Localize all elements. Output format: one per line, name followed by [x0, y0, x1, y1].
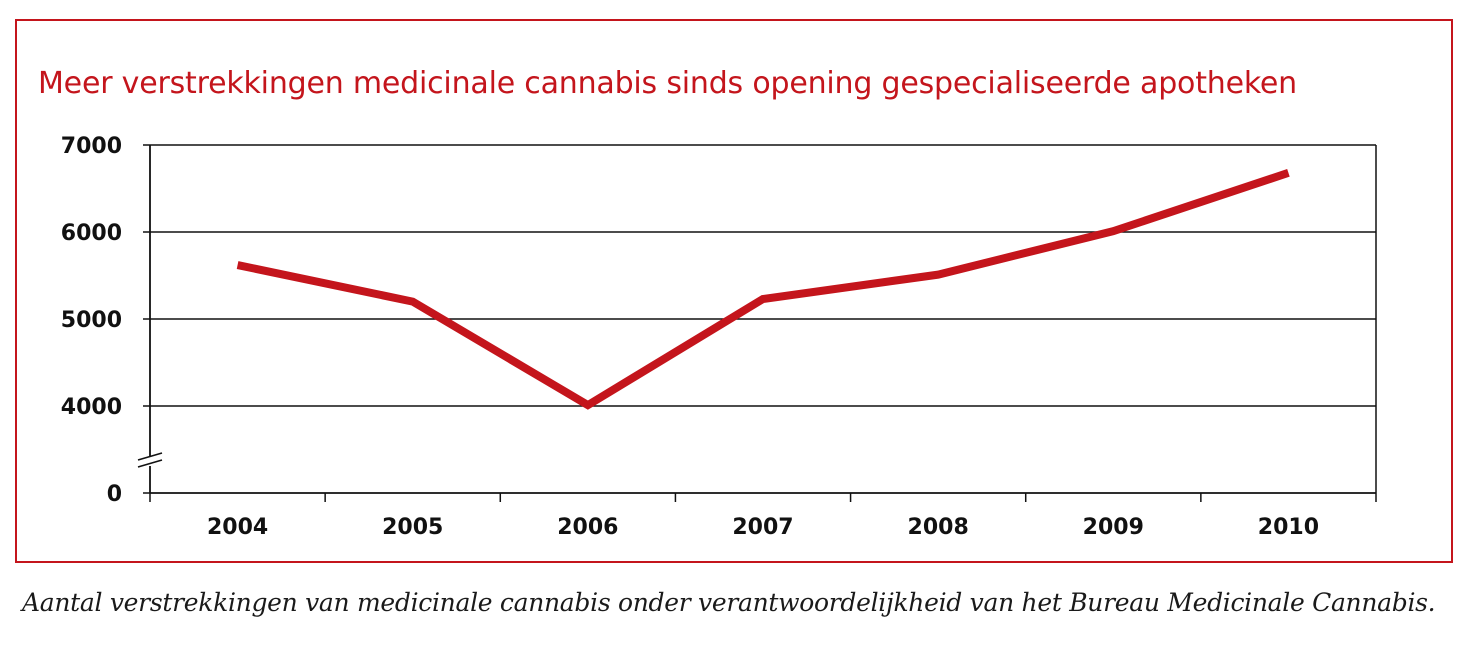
x-tick-label-2005: 2005: [382, 515, 443, 540]
x-tick-label-2007: 2007: [732, 515, 793, 540]
grid-layer: [150, 144, 1376, 407]
chart-caption: Aantal verstrekkingen van medicinale can…: [22, 588, 1436, 617]
x-tick-label-2008: 2008: [908, 515, 969, 540]
y-tick-label-0: 0: [107, 482, 122, 507]
y-tick-label-5000: 5000: [61, 308, 122, 333]
x-tick-label-2006: 2006: [557, 515, 618, 540]
series-line-0: [236, 169, 1290, 410]
x-tick-label-2010: 2010: [1258, 515, 1319, 540]
y-tick-label-6000: 6000: [61, 221, 122, 246]
chart-title: Meer verstrekkingen medicinale cannabis …: [38, 66, 1298, 101]
axis-break-mark-2: [137, 459, 163, 468]
axis-break-mark-1: [137, 452, 163, 461]
series-layer: [236, 169, 1290, 410]
label-layer: 0 4000 5000 6000 7000 2004 2005 2006 2007 2008 200…: [61, 134, 1319, 540]
y-tick-label-4000: 4000: [61, 395, 122, 420]
x-tick-label-2004: 2004: [207, 515, 268, 540]
axis-layer: [137, 144, 1377, 502]
axis-break-gap: [138, 457, 162, 465]
x-tick-label-2009: 2009: [1083, 515, 1144, 540]
chart-frame: [15, 19, 1453, 563]
y-tick-label-7000: 7000: [61, 134, 122, 159]
